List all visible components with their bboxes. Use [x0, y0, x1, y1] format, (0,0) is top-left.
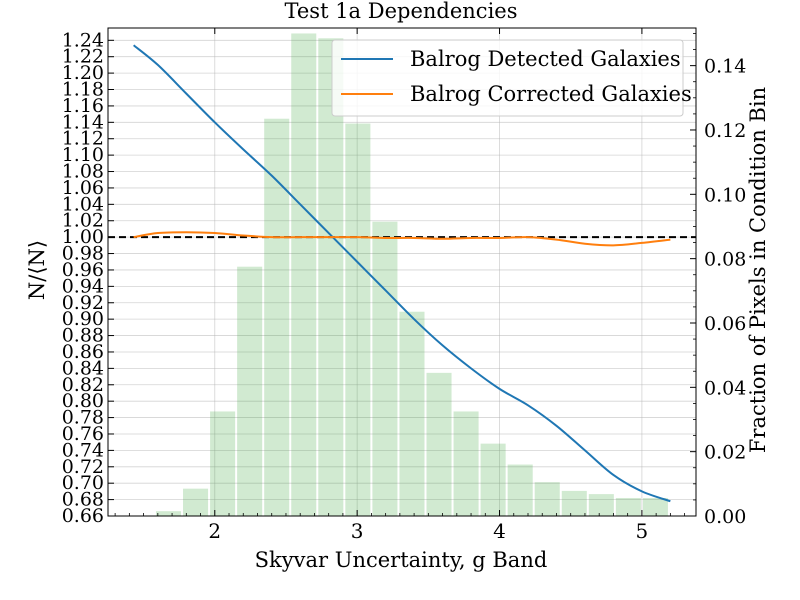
histogram-bar-6: [318, 38, 344, 516]
y-right-tick-label-6: 0.12: [704, 120, 746, 142]
grid-lines: [108, 28, 696, 517]
histogram-bar-16: [588, 494, 614, 516]
y-left-tick-label-14: 0.94: [62, 275, 104, 297]
axis-ticks: [108, 28, 696, 517]
y-right-tick-label-5: 0.10: [704, 184, 746, 206]
y-left-tick-label-17: 1.00: [62, 226, 104, 248]
histogram-bar-17: [615, 497, 641, 516]
y-left-tick-label-19: 1.04: [62, 193, 104, 215]
histogram-bar-18: [642, 497, 668, 516]
histogram-bar-7: [345, 123, 371, 516]
histogram-bar-9: [399, 311, 425, 516]
y-left-tick-label-11: 0.88: [62, 325, 104, 347]
y-left-tick-label-15: 0.96: [62, 259, 104, 281]
y-right-tick-label-3: 0.06: [704, 313, 746, 335]
y-left-tick-label-22: 1.10: [62, 144, 104, 166]
y-left-tick-label-4: 0.74: [62, 439, 104, 461]
chart-title: Test 1a Dependencies: [285, 0, 518, 23]
y-left-tick-label-25: 1.16: [62, 95, 104, 117]
y-left-tick-label-7: 0.80: [62, 390, 104, 412]
y-left-tick-label-20: 1.06: [62, 177, 104, 199]
plot-frame: [107, 27, 697, 517]
x-axis-title: Skyvar Uncertainty, g Band: [255, 548, 548, 572]
y-right-tick-label-1: 0.02: [704, 442, 746, 464]
y-left-tick-label-9: 0.84: [62, 357, 104, 379]
y-left-tick-label-0: 0.66: [62, 505, 104, 527]
x-tick-label-2: 4: [493, 519, 506, 543]
y-left-tick-label-6: 0.78: [62, 407, 104, 429]
histogram-bar-1: [183, 488, 209, 516]
histogram-bar-14: [534, 482, 560, 516]
legend-label-detected: Balrog Detected Galaxies: [410, 47, 681, 71]
y-right-tick-label-7: 0.14: [704, 56, 746, 78]
histogram-bar-8: [372, 221, 398, 517]
y-left-tick-label-26: 1.18: [62, 79, 104, 101]
y-left-tick-label-5: 0.76: [62, 423, 104, 445]
histogram-bar-0: [155, 511, 182, 516]
left-axis-title: N/⟨N⟩: [25, 240, 49, 300]
y-left-tick-label-2: 0.70: [62, 472, 104, 494]
histogram-bar-5: [291, 33, 317, 516]
series-line-corrected: [133, 231, 671, 247]
histogram-bar-13: [507, 464, 533, 516]
y-left-tick-label-18: 1.02: [62, 210, 104, 232]
legend-box: [331, 39, 684, 117]
y-left-tick-label-12: 0.90: [62, 308, 104, 330]
histogram-bar-2: [210, 411, 236, 516]
histogram-bar-10: [426, 372, 452, 516]
legend: Balrog Detected Galaxies Balrog Correcte…: [331, 39, 692, 117]
series-line-detected: [132, 44, 671, 503]
histogram-bar-11: [453, 411, 479, 516]
y-left-tick-label-21: 1.08: [62, 161, 104, 183]
histogram-bar-15: [561, 490, 587, 516]
y-left-tick-label-23: 1.12: [62, 128, 104, 150]
histogram-bar-4: [264, 118, 290, 517]
x-tick-label-1: 3: [351, 519, 364, 543]
y-left-tick-label-28: 1.22: [62, 46, 104, 68]
y-left-tick-label-27: 1.20: [62, 62, 104, 84]
y-left-tick-label-16: 0.98: [62, 243, 104, 265]
x-tick-label-3: 5: [636, 519, 649, 543]
series-lines: [132, 44, 671, 503]
legend-label-corrected: Balrog Corrected Galaxies: [410, 82, 692, 106]
right-axis-title: Fraction of Pixels in Condition Bin: [746, 87, 770, 453]
y-left-tick-label-3: 0.72: [62, 456, 104, 478]
histogram-bar-3: [237, 266, 263, 516]
tick-labels: 2 3 4 5 0.660.680.700.720.740.760.780.800.82…: [62, 29, 747, 543]
y-left-tick-label-13: 0.92: [62, 292, 104, 314]
y-left-tick-label-10: 0.86: [62, 341, 104, 363]
histogram-bar-12: [480, 443, 506, 516]
y-left-tick-label-8: 0.82: [62, 374, 104, 396]
histogram-bars: [155, 33, 668, 517]
y-left-tick-label-24: 1.14: [62, 111, 104, 133]
y-left-tick-label-29: 1.24: [62, 29, 104, 51]
y-right-tick-label-0: 0.00: [704, 506, 746, 528]
y-right-tick-label-2: 0.04: [704, 377, 746, 399]
x-tick-label-0: 2: [208, 519, 221, 543]
y-left-tick-label-1: 0.68: [62, 489, 104, 511]
y-right-tick-label-4: 0.08: [704, 249, 746, 271]
